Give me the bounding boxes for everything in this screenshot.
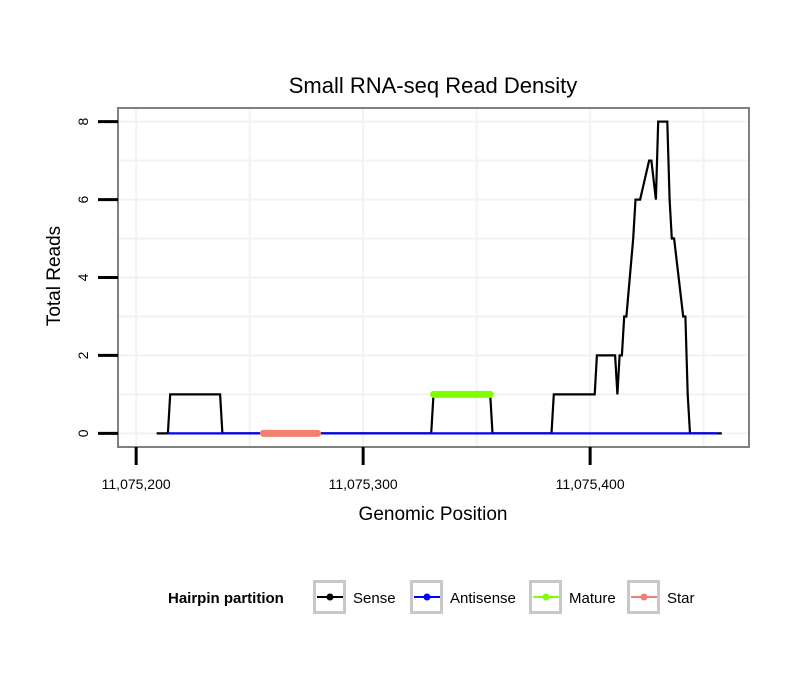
- legend-label: Antisense: [450, 590, 516, 607]
- y-axis: 0 2 4 6 8: [75, 118, 118, 437]
- chart-title: Small RNA-seq Read Density: [289, 73, 578, 98]
- legend-key-point: [423, 593, 431, 601]
- y-tick-label: 6: [75, 195, 91, 203]
- x-tick-label: 11,075,400: [556, 476, 625, 492]
- legend-label: Star: [667, 590, 695, 607]
- x-tick-label: 11,075,200: [102, 476, 171, 492]
- legend-item-star: Star: [627, 580, 695, 614]
- y-tick-label: 8: [75, 118, 91, 126]
- y-tick-label: 0: [75, 429, 91, 437]
- legend-item-antisense: Antisense: [410, 580, 516, 614]
- legend: Hairpin partition Sense Antisense Mature St…: [168, 580, 695, 614]
- legend-item-mature: Mature: [529, 580, 616, 614]
- legend-key-point: [542, 593, 550, 601]
- legend-key-point: [326, 593, 334, 601]
- series-layer: [156, 120, 722, 437]
- x-axis: 11,075,200 11,075,300 11,075,400: [102, 447, 625, 492]
- legend-title: Hairpin partition: [168, 590, 284, 607]
- legend-label: Mature: [569, 590, 616, 607]
- legend-key-point: [640, 593, 648, 601]
- y-tick-label: 2: [75, 351, 91, 359]
- x-axis-title: Genomic Position: [359, 504, 508, 525]
- x-tick-label: 11,075,300: [329, 476, 398, 492]
- legend-label: Sense: [353, 590, 396, 607]
- legend-item-sense: Sense: [313, 580, 396, 614]
- y-axis-title: Total Reads: [44, 226, 65, 326]
- y-tick-label: 4: [75, 273, 91, 281]
